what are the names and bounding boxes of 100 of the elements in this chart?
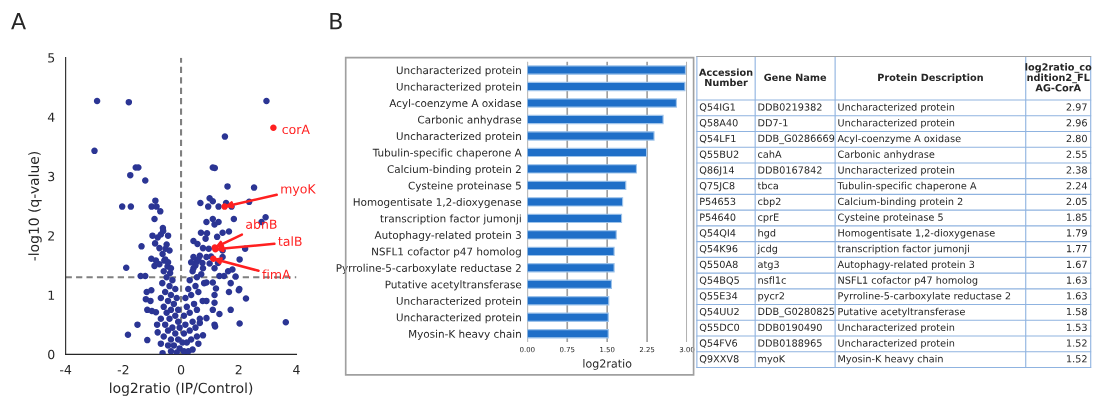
y-tick-label: Pyrroline-5-carboxylate reductase 2	[336, 263, 521, 274]
text: 1.77	[1066, 245, 1087, 253]
chart-title: A	[11, 13, 26, 30]
text: 2.38	[1066, 166, 1087, 174]
text: Uncharacterized protein	[838, 166, 955, 176]
text: DDB0219382	[758, 103, 822, 111]
category-label: Gene Name	[764, 73, 827, 82]
y-tick-label: Acyl-coenzyme A oxidase	[389, 99, 522, 110]
text: DDB0190490	[758, 323, 822, 331]
text: Q54QI4	[699, 229, 736, 238]
bar	[527, 312, 609, 322]
text: Q550A8	[699, 260, 738, 270]
text: cahA	[758, 150, 782, 158]
text: 1.67	[1066, 260, 1087, 269]
text: Q54K96	[699, 244, 738, 254]
text: 1.52	[1066, 339, 1087, 347]
bar	[527, 279, 612, 289]
text: Uncharacterized protein	[838, 103, 955, 113]
x-tick-label: 2	[235, 364, 242, 375]
bar	[527, 213, 623, 224]
text: Myosin-K heavy chain	[838, 354, 943, 365]
bar	[527, 246, 615, 256]
text: pycr2	[758, 292, 785, 302]
text: Q54LF1	[699, 134, 736, 144]
bar	[527, 81, 686, 92]
text: B	[330, 13, 342, 30]
annotation: corA	[282, 124, 310, 135]
bar	[527, 230, 617, 240]
text: 2.24	[1066, 182, 1088, 190]
text: Pyrroline-5-carboxylate reductase 2	[838, 291, 1011, 302]
y-tick-label: Tubulin-specific chaperone A	[372, 148, 522, 159]
text: DDB_G0286669	[758, 134, 835, 145]
text: Cysteine proteinase 5	[838, 213, 943, 223]
x-axis-title: log2ratio (IP/Control)	[110, 382, 253, 396]
category-label: log2ratio_co ndition2_FL AG-CorA	[1025, 63, 1092, 92]
text: Q58A40	[699, 119, 738, 128]
bar	[527, 164, 638, 174]
bar	[527, 98, 677, 108]
bar	[527, 65, 686, 75]
text: 1.85	[1066, 213, 1087, 221]
text: Uncharacterized protein	[838, 323, 955, 333]
y-tick-label: Uncharacterized protein	[396, 313, 521, 324]
point	[270, 124, 277, 131]
text: Carbonic anhydrase	[838, 150, 935, 160]
text: DDB0188965	[758, 339, 822, 347]
bar	[527, 147, 648, 158]
text: Acyl-coenzyme A oxidase	[837, 134, 961, 145]
y-tick-label: Calcium-binding protein 2	[387, 164, 521, 176]
y-tick-label: 2	[48, 231, 54, 241]
text: Q54UU2	[699, 307, 739, 317]
y-tick-label: NSFL1 cofactor p47 homolog	[372, 247, 521, 258]
bar	[527, 296, 610, 306]
y-tick-label: 4	[47, 112, 55, 122]
text: Q75JC8	[699, 182, 735, 192]
text: Q9XXV8	[699, 355, 739, 364]
y-tick-label: 5	[48, 53, 55, 63]
x-tick-label: -2	[117, 364, 129, 375]
text: 2.97	[1066, 103, 1087, 111]
text: Q54FV6	[699, 339, 738, 348]
point	[221, 203, 228, 210]
y-tick-label: 3	[48, 171, 55, 182]
text: cbp2	[758, 197, 781, 207]
text: atg3	[758, 260, 779, 270]
x-tick-label: 0	[177, 364, 185, 375]
text: transcription factor jumonji	[837, 244, 969, 255]
text: P54653	[700, 197, 736, 206]
annotation: fimA	[262, 269, 291, 279]
text: jcdg	[757, 244, 778, 255]
y-tick-label: Myosin-K heavy chain	[409, 329, 521, 340]
text: Q55E34	[699, 292, 738, 301]
bar	[527, 180, 627, 191]
text: 2.80	[1066, 134, 1087, 143]
text: Uncharacterized protein	[838, 339, 955, 349]
y-tick-label: Uncharacterized protein	[396, 66, 521, 77]
text: nsfl1c	[758, 276, 786, 284]
text: Calcium-binding protein 2	[838, 197, 963, 207]
text: DDB0167842	[758, 166, 822, 174]
text: Tubulin-specific chaperone A	[837, 181, 977, 192]
text: cprE	[758, 213, 779, 223]
text: 2.55	[1066, 150, 1087, 158]
y-tick-label: Uncharacterized protein	[396, 132, 521, 143]
x-axis-title: log2ratio	[583, 359, 632, 370]
text: Autophagy-related protein 3	[837, 260, 975, 270]
bar	[527, 263, 615, 273]
y-tick-label: Autophagy-related protein 3	[374, 230, 521, 241]
y-tick-label: Homogentisate 1,2-dioxygenase	[353, 197, 522, 208]
text: Q55DC0	[699, 323, 740, 333]
text: hgd	[758, 229, 776, 239]
y-tick-label: Putative acetyltransferase	[385, 280, 522, 291]
text: DDB_G0280825	[758, 307, 835, 318]
text: Putative acetyltransferase	[838, 307, 965, 318]
text: Homogentisate 1,2-dioxygenase	[838, 229, 995, 239]
text: Uncharacterized protein	[838, 118, 955, 129]
category-label: Accession Number	[698, 68, 753, 87]
text: 1.58	[1066, 307, 1087, 316]
text: myoK	[758, 355, 786, 365]
bar	[527, 329, 609, 339]
text: P54640	[700, 213, 736, 221]
text: NSFL1 cofactor p47 homolog	[838, 276, 978, 286]
text: Q54IG1	[699, 103, 735, 112]
